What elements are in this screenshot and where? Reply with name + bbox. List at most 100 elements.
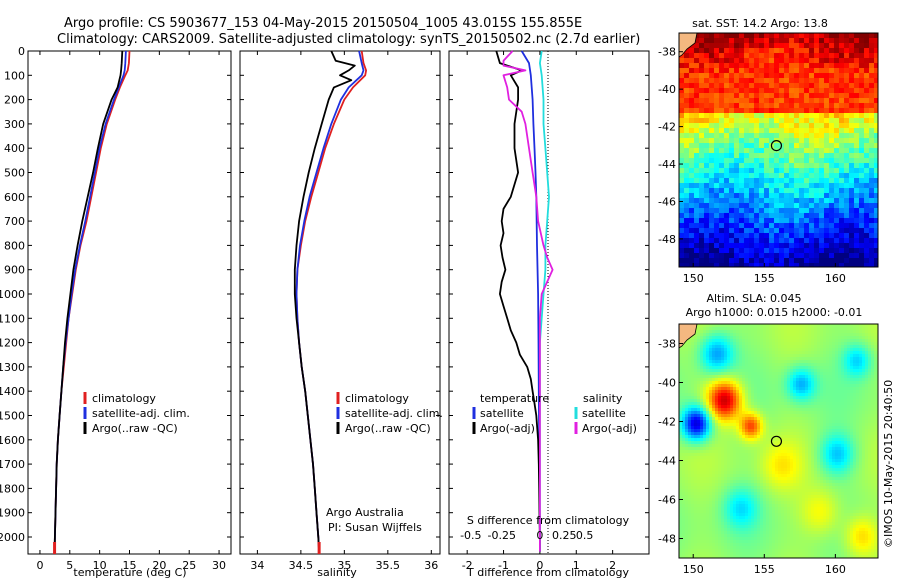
map-cell xyxy=(697,387,700,390)
map-cell xyxy=(727,474,730,477)
map-cell xyxy=(839,68,844,73)
map-cell xyxy=(706,414,709,417)
map-cell xyxy=(727,489,730,492)
map-cell xyxy=(715,531,718,534)
map-cell xyxy=(799,53,804,58)
map-cell xyxy=(739,432,742,435)
map-cell xyxy=(697,357,700,360)
map-cell xyxy=(688,459,691,462)
map-cell xyxy=(824,193,829,198)
map-cell xyxy=(781,519,784,522)
map-cell xyxy=(734,233,739,238)
map-cell xyxy=(784,342,787,345)
map-cell xyxy=(781,477,784,480)
map-cell xyxy=(779,38,784,43)
map-cell xyxy=(736,339,739,342)
map-cell xyxy=(769,183,774,188)
map-cell xyxy=(739,366,742,369)
map-cell xyxy=(794,213,799,218)
map-cell xyxy=(864,198,869,203)
map-cell xyxy=(715,375,718,378)
map-cell xyxy=(779,223,784,228)
map-cell xyxy=(760,363,763,366)
map-cell xyxy=(799,203,804,208)
map-cell xyxy=(874,213,878,218)
map-cell xyxy=(697,402,700,405)
map-cell xyxy=(691,516,694,519)
map-cell xyxy=(694,163,699,168)
map-cell xyxy=(733,438,736,441)
map-cell xyxy=(760,393,763,396)
map-cell xyxy=(854,38,859,43)
map-cell xyxy=(766,336,769,339)
map-cell xyxy=(794,223,799,228)
legend-label-satellite: satellite-adj. clim. xyxy=(92,407,190,420)
map-cell xyxy=(694,63,699,68)
map-cell xyxy=(769,468,772,471)
map-cell xyxy=(757,525,760,528)
map-cell xyxy=(775,333,778,336)
map-cell xyxy=(784,501,787,504)
map-cell xyxy=(727,354,730,357)
map-cell xyxy=(748,429,751,432)
map-cell xyxy=(789,58,794,63)
map-cell xyxy=(721,444,724,447)
map-cell xyxy=(814,188,819,193)
map-cell xyxy=(733,540,736,543)
map-cell xyxy=(834,108,839,113)
map-cell xyxy=(774,133,779,138)
map-cell xyxy=(715,441,718,444)
map-cell xyxy=(721,330,724,333)
map-cell xyxy=(781,432,784,435)
map-cell xyxy=(849,233,854,238)
map-cell xyxy=(760,540,763,543)
map-cell xyxy=(751,393,754,396)
map-cell xyxy=(778,336,781,339)
map-cell xyxy=(719,208,724,213)
map-cell xyxy=(715,435,718,438)
map-cell xyxy=(744,108,749,113)
map-cell xyxy=(715,330,718,333)
map-cell xyxy=(814,248,819,253)
map-cell xyxy=(757,552,760,555)
map-cell xyxy=(745,495,748,498)
map-cell xyxy=(744,143,749,148)
map-cell xyxy=(745,375,748,378)
map-cell xyxy=(819,173,824,178)
map-cell xyxy=(700,357,703,360)
map-cell xyxy=(697,501,700,504)
map-cell xyxy=(784,522,787,525)
map-cell xyxy=(772,396,775,399)
map-cell xyxy=(721,327,724,330)
map-cell xyxy=(809,183,814,188)
map-cell xyxy=(859,73,864,78)
map-cell xyxy=(714,168,719,173)
map-cell xyxy=(759,143,764,148)
map-cell xyxy=(764,113,769,118)
map-cell xyxy=(733,471,736,474)
map-cell xyxy=(754,233,759,238)
map-cell xyxy=(685,450,688,453)
map-cell xyxy=(739,399,742,402)
map-cell xyxy=(736,357,739,360)
map-cell xyxy=(779,253,784,258)
map-cell xyxy=(819,238,824,243)
map-cell xyxy=(869,163,874,168)
map-cell xyxy=(829,58,834,63)
map-cell xyxy=(721,417,724,420)
map-cell xyxy=(745,441,748,444)
map-cell xyxy=(718,474,721,477)
map-cell xyxy=(685,429,688,432)
s-diff-tick-label: 0.5 xyxy=(576,529,594,542)
map-cell xyxy=(724,444,727,447)
map-cell xyxy=(764,33,769,38)
map-cell xyxy=(819,128,824,133)
map-cell xyxy=(760,366,763,369)
map-cell xyxy=(719,118,724,123)
map-cell xyxy=(764,88,769,93)
map-cell xyxy=(703,510,706,513)
map-cell xyxy=(869,198,874,203)
map-cell xyxy=(727,375,730,378)
map-cell xyxy=(729,188,734,193)
map-cell xyxy=(757,450,760,453)
